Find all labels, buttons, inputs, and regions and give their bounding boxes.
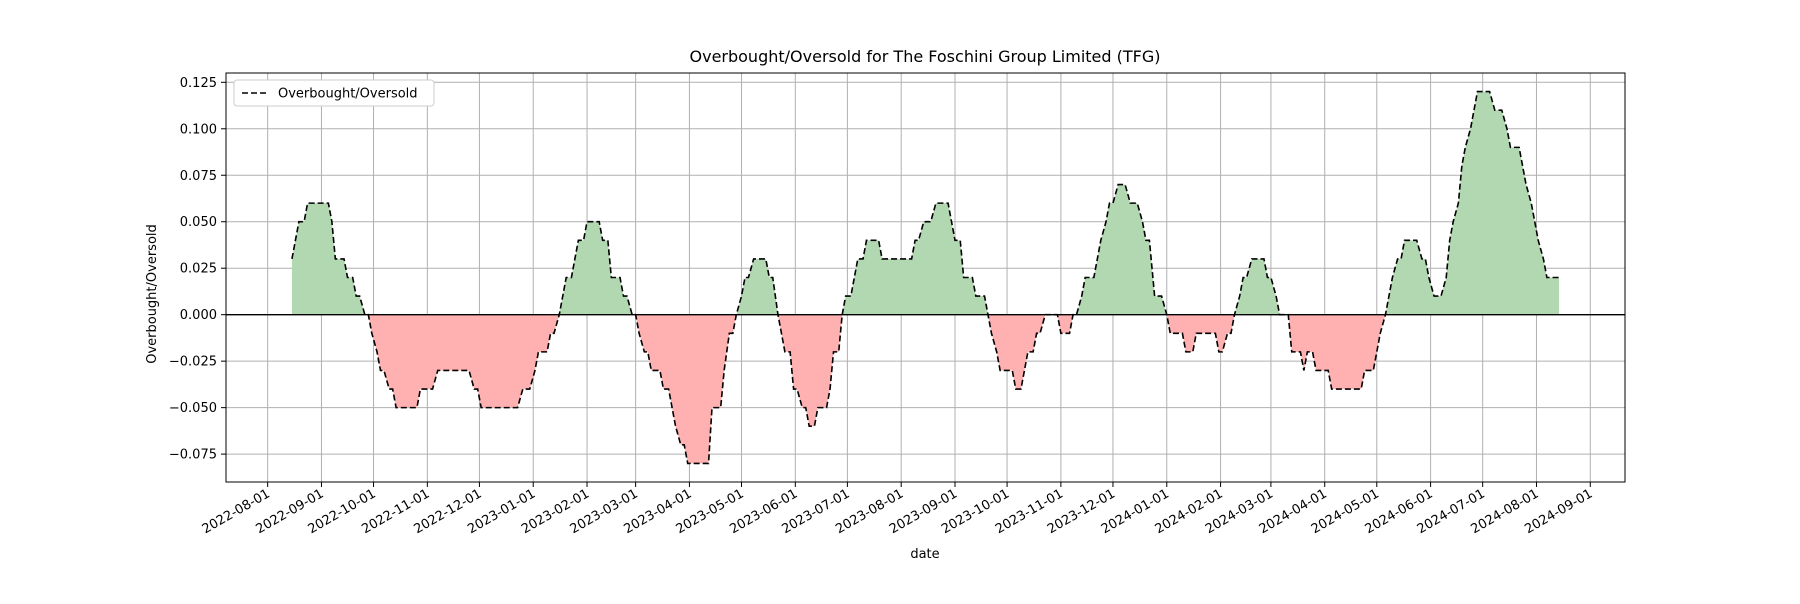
oversold-area xyxy=(777,314,843,427)
chart-title: Overbought/Oversold for The Foschini Gro… xyxy=(690,47,1161,66)
oversold-area xyxy=(1288,314,1386,390)
y-tick-label: −0.050 xyxy=(169,401,217,416)
y-tick-label: 0.125 xyxy=(180,76,217,91)
x-axis-label: date xyxy=(910,547,939,562)
y-axis-label: Overbought/Oversold xyxy=(145,224,160,364)
oversold-area xyxy=(368,314,560,408)
series-line xyxy=(291,90,1560,465)
overbought-area xyxy=(842,203,988,315)
oversold-area xyxy=(635,314,737,464)
y-tick-label: −0.025 xyxy=(169,355,217,370)
legend-label: Overbought/Oversold xyxy=(278,87,418,102)
overbought-area xyxy=(1234,258,1289,315)
y-tick-label: 0.050 xyxy=(180,215,217,230)
overbought-area xyxy=(736,258,778,315)
legend: Overbought/Oversold xyxy=(233,79,435,107)
y-tick-label: 0.000 xyxy=(180,308,217,323)
y-tick-label: 0.075 xyxy=(180,169,217,184)
y-axis-ticks: 0.125 0.100 0.075 0.050 0.025 0.000 −0.025 −0.0… xyxy=(169,76,226,463)
overbought-area xyxy=(1076,184,1167,315)
legend-box xyxy=(233,79,435,107)
overbought-area xyxy=(559,221,636,315)
plot-frame xyxy=(225,72,1626,483)
overbought-area xyxy=(291,203,369,315)
y-tick-label: −0.075 xyxy=(169,448,217,463)
y-tick-label: 0.100 xyxy=(180,122,217,137)
y-tick-label: 0.025 xyxy=(180,262,217,277)
